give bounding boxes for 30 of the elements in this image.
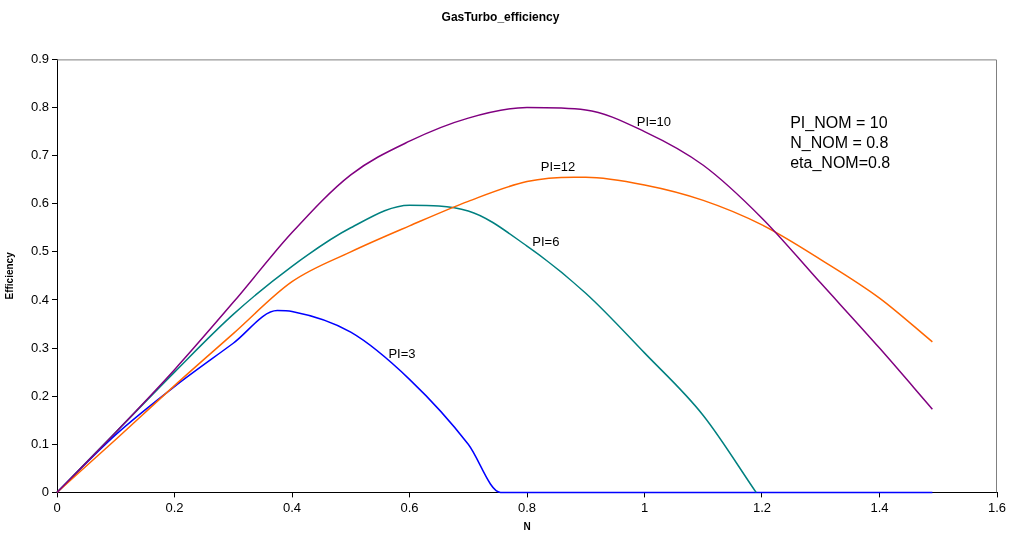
y-tick-label: 0 <box>41 483 49 499</box>
x-tick-label: 1.4 <box>870 499 889 515</box>
series-label: PI=6 <box>532 233 560 249</box>
annotation: eta_NOM=0.8 <box>790 153 891 172</box>
y-tick-label: 0.6 <box>30 195 49 211</box>
annotation: N_NOM = 0.8 <box>790 133 889 152</box>
x-tick-label: 0.6 <box>400 499 419 515</box>
x-tick-label: 1.2 <box>752 499 772 515</box>
y-tick-label: 0.3 <box>30 339 49 355</box>
x-tick-label: 1.6 <box>987 499 1007 515</box>
y-tick-label: 0.7 <box>30 147 49 163</box>
y-tick-label: 0.8 <box>30 99 49 115</box>
chart-title: GasTurbo_efficiency <box>441 9 560 24</box>
annotation: PI_NOM = 10 <box>790 113 888 132</box>
y-tick-label: 0.5 <box>30 243 49 259</box>
y-tick-label: 0.2 <box>30 387 49 403</box>
x-tick-label: 0.4 <box>282 499 302 515</box>
y-tick-label: 0.9 <box>30 50 49 66</box>
x-tick-label: 0.8 <box>517 499 537 515</box>
series-label: PI=10 <box>636 113 672 129</box>
line-series <box>56 106 934 494</box>
series-label: PI=12 <box>540 159 576 175</box>
series-label: PI=3 <box>388 345 416 361</box>
x-tick-label: 0.2 <box>165 499 184 515</box>
x-tick-label: 1 <box>640 499 649 515</box>
x-axis-title: N <box>523 520 531 532</box>
y-tick-label: 0.1 <box>30 435 49 451</box>
y-axis-title: Efficiency <box>3 251 15 300</box>
x-tick-label: 0 <box>53 499 61 515</box>
y-tick-label: 0.4 <box>30 291 49 307</box>
